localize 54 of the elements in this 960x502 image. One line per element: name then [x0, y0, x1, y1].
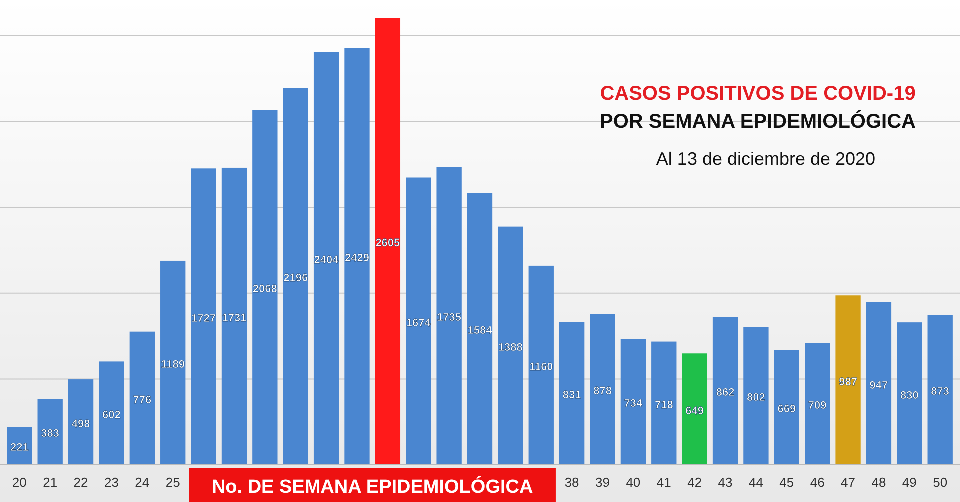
- x-tick-label: 23: [104, 475, 119, 490]
- data-label: 1388: [498, 342, 523, 354]
- data-label: 1731: [222, 312, 247, 324]
- x-axis-title: No. DE SEMANA EPIDEMIOLÓGICA: [212, 476, 534, 498]
- data-label: 1674: [406, 317, 432, 330]
- x-tick-label: 46: [810, 475, 825, 490]
- data-label: 873: [931, 386, 950, 398]
- data-label: 2196: [284, 272, 308, 285]
- data-label: 1735: [437, 312, 462, 324]
- x-tick-label: 47: [841, 475, 856, 490]
- data-label: 1584: [468, 325, 494, 338]
- data-label: 734: [624, 398, 644, 410]
- data-label: 718: [654, 399, 674, 412]
- data-label: 649: [686, 405, 704, 418]
- x-tick-label: 44: [748, 475, 764, 490]
- x-tick-label: 38: [564, 475, 580, 490]
- data-label: 2429: [345, 252, 370, 265]
- data-label: 498: [72, 418, 90, 430]
- data-label: 878: [594, 386, 612, 398]
- x-tick-label: 50: [933, 475, 948, 490]
- x-tick-label: 24: [135, 475, 150, 490]
- x-tick-label: 21: [43, 475, 58, 490]
- data-label: 831: [562, 390, 582, 402]
- data-label: 383: [41, 428, 60, 440]
- x-tick-label: 48: [872, 475, 886, 490]
- data-label: 1727: [192, 312, 216, 325]
- x-tick-label: 40: [626, 475, 641, 490]
- x-tick-label: 49: [902, 475, 917, 490]
- data-label: 776: [133, 394, 152, 406]
- data-label: 862: [716, 387, 735, 400]
- data-label: 947: [870, 380, 888, 392]
- data-label: 987: [839, 376, 858, 388]
- x-tick-label: 25: [166, 475, 180, 490]
- data-label: 221: [10, 442, 29, 454]
- data-label: 1160: [529, 361, 554, 374]
- data-label: 709: [808, 400, 827, 412]
- data-label: 1189: [161, 358, 186, 371]
- data-label: 669: [778, 404, 796, 416]
- data-label: 830: [900, 390, 919, 402]
- x-tick-label: 22: [74, 475, 88, 490]
- data-label: 802: [747, 392, 766, 404]
- x-tick-label: 42: [688, 475, 702, 490]
- x-tick-label: 20: [12, 475, 27, 490]
- x-tick-label: 43: [718, 475, 733, 490]
- text: CASOS POSITIVOS DE COVID-19: [600, 83, 916, 105]
- data-label: 2404: [314, 254, 340, 267]
- x-tick-label: 45: [780, 475, 794, 490]
- data-label: 2605: [376, 238, 400, 250]
- data-label: 2068: [252, 284, 278, 296]
- text: POR SEMANA EPIDEMIOLÓGICA: [600, 110, 916, 133]
- x-tick-label: 41: [656, 475, 672, 490]
- x-tick-label: 39: [596, 475, 610, 490]
- annotation: Al 13 de diciembre de 2020: [656, 149, 876, 169]
- data-label: 602: [102, 409, 121, 422]
